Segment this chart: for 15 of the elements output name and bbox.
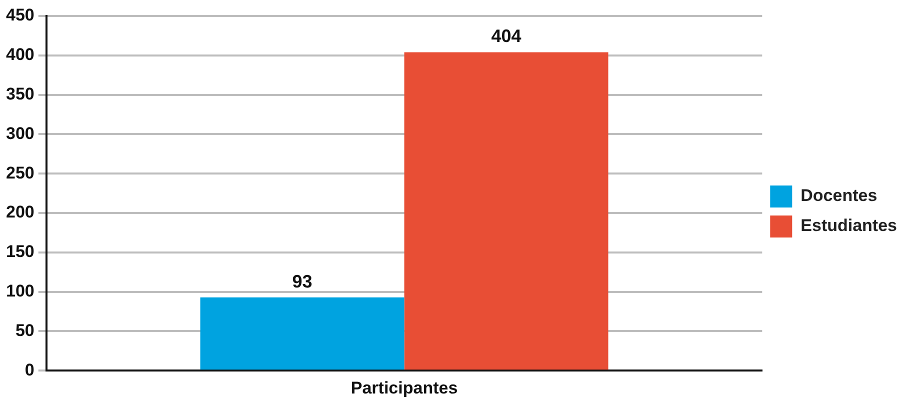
y-tick-label: 300 bbox=[6, 124, 34, 143]
y-tick-label: 250 bbox=[6, 163, 34, 182]
y-tick-label: 100 bbox=[6, 281, 34, 300]
y-tick-label: 350 bbox=[6, 84, 34, 104]
y-tick-label: 150 bbox=[6, 242, 34, 262]
y-tick-label: 200 bbox=[6, 202, 34, 222]
y-tick-label: 450 bbox=[6, 6, 34, 25]
data-label: 93 bbox=[292, 271, 312, 292]
y-tick-label: 0 bbox=[24, 360, 34, 380]
y-tick-label: 50 bbox=[15, 320, 34, 340]
y-tick-label: 400 bbox=[6, 45, 34, 64]
data-label: 404 bbox=[491, 26, 522, 46]
legend-label: Docentes bbox=[800, 186, 878, 206]
x-tick-label: Participantes bbox=[350, 378, 458, 398]
legend-label: Estudiantes bbox=[800, 216, 898, 236]
